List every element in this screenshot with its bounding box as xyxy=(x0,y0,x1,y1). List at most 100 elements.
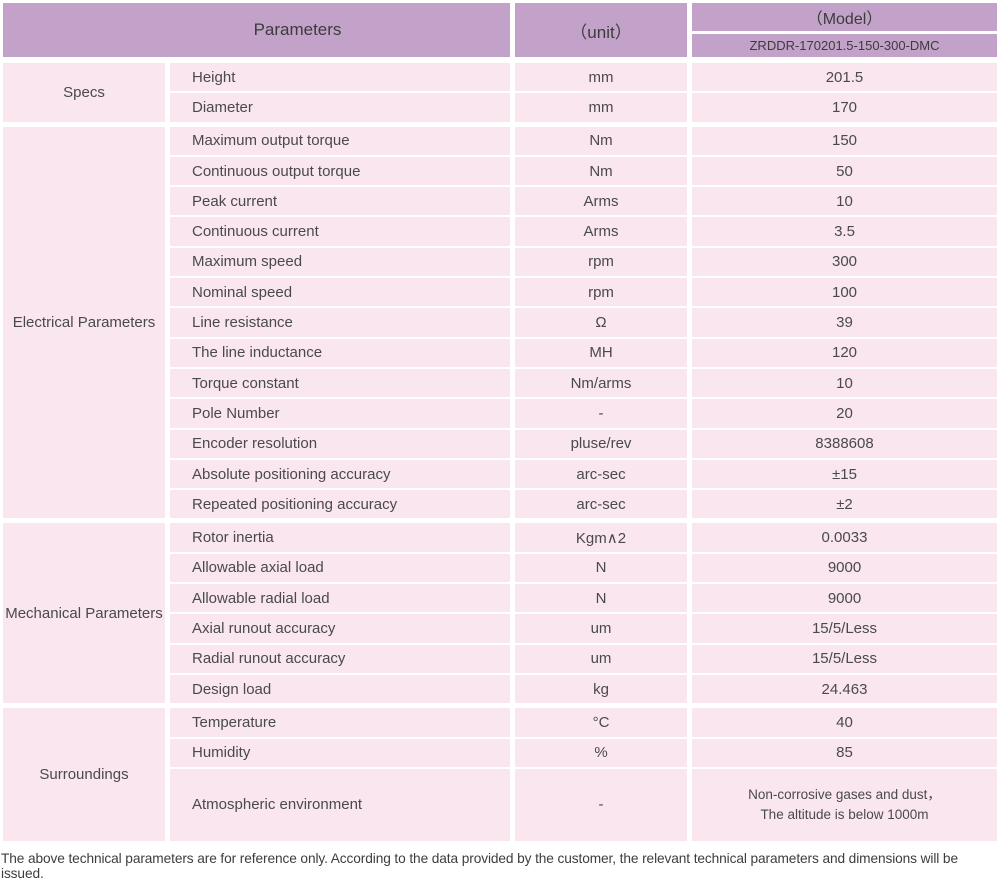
value-cell: 0.0033 xyxy=(692,523,997,552)
table-row: Line resistance Ω 39 xyxy=(170,308,997,337)
value-cell: 300 xyxy=(692,247,997,277)
unit-cell: N xyxy=(515,584,687,613)
value-cell: 10 xyxy=(692,368,997,398)
table-row: Rotor inertia Kgm∧2 0.0033 xyxy=(170,523,997,552)
unit-cell: Ω xyxy=(515,308,687,337)
parameter-cell: Absolute positioning accuracy xyxy=(170,459,510,489)
unit-cell: - xyxy=(515,399,687,428)
parameter-cell: Continuous current xyxy=(170,217,510,246)
table-row: Atmospheric environment - Non-corrosive ga… xyxy=(170,768,997,841)
table-row: Maximum speed rpm 300 xyxy=(170,247,997,277)
parameter-cell: Rotor inertia xyxy=(170,523,510,552)
unit-cell: °C xyxy=(515,708,687,737)
table-row: Continuous current Arms 3.5 xyxy=(170,217,997,246)
unit-cell: MH xyxy=(515,338,687,367)
parameter-cell: Allowable radial load xyxy=(170,584,510,613)
parameter-cell: Design load xyxy=(170,674,510,704)
parameter-cell: Pole Number xyxy=(170,399,510,428)
parameter-cell: Temperature xyxy=(170,708,510,737)
table-row: Design load kg 24.463 xyxy=(170,674,997,704)
value-cell: 120 xyxy=(692,338,997,367)
parameter-cell: Humidity xyxy=(170,738,510,767)
value-cell: 9000 xyxy=(692,553,997,583)
table-row: Absolute positioning accuracy arc-sec ±15 xyxy=(170,459,997,489)
value-cell: 170 xyxy=(692,93,997,122)
unit-cell: Nm xyxy=(515,126,687,155)
group-label: Electrical Parameters xyxy=(3,126,165,519)
value-cell: 39 xyxy=(692,308,997,337)
parameter-group: Surroundings Temperature °C 40 Humidity% 85 At… xyxy=(3,708,997,841)
unit-cell: - xyxy=(515,768,687,841)
unit-cell: rpm xyxy=(515,247,687,277)
value-cell: 9000 xyxy=(692,584,997,613)
table-row: Diameter mm 170 xyxy=(170,93,997,122)
parameter-cell: Encoder resolution xyxy=(170,429,510,458)
value-cell: 10 xyxy=(692,187,997,216)
value-cell: 40 xyxy=(692,708,997,737)
unit-cell: % xyxy=(515,738,687,767)
value-cell: 50 xyxy=(692,156,997,186)
parameter-group: Electrical Parameters Maximum output torq… xyxy=(3,126,997,519)
parameter-cell: Axial runout accuracy xyxy=(170,614,510,643)
unit-cell: Arms xyxy=(515,187,687,216)
value-cell: Non-corrosive gases and dust， The altitu… xyxy=(692,768,997,841)
table-row: Allowable radial load N 9000 xyxy=(170,584,997,613)
table-row: Encoder resolution pluse/rev 8388608 xyxy=(170,429,997,458)
value-cell: 201.5 xyxy=(692,63,997,92)
parameter-group: Specs Height mm 201.5 Diameter mm 170 xyxy=(3,63,997,122)
value-cell: 85 xyxy=(692,738,997,767)
table-row: Nominal speed rpm 100 xyxy=(170,278,997,307)
parameter-cell: Nominal speed xyxy=(170,278,510,307)
unit-cell: Nm xyxy=(515,156,687,186)
table-row: Maximum output torque Nm 150 xyxy=(170,126,997,155)
unit-cell: N xyxy=(515,553,687,583)
value-cell: 15/5/Less xyxy=(692,644,997,673)
table-row: Pole Number -20 xyxy=(170,399,997,428)
parameter-cell: The line inductance xyxy=(170,338,510,367)
parameter-cell: Continuous output torque xyxy=(170,156,510,186)
parameters-table: Parameters （unit） （Model） ZRDDR-170201.5… xyxy=(3,3,997,841)
table-row: Height mm 201.5 xyxy=(170,63,997,92)
value-cell: 3.5 xyxy=(692,217,997,246)
value-cell: ±2 xyxy=(692,490,997,519)
unit-cell: arc-sec xyxy=(515,459,687,489)
unit-cell: arc-sec xyxy=(515,490,687,519)
table-row: Temperature °C 40 xyxy=(170,708,997,737)
unit-cell: um xyxy=(515,644,687,673)
value-cell: 20 xyxy=(692,399,997,428)
value-cell: 24.463 xyxy=(692,674,997,704)
table-row: Continuous output torque Nm 50 xyxy=(170,156,997,186)
group-rows: Height mm 201.5 Diameter mm 170 xyxy=(170,63,997,122)
parameter-cell: Maximum speed xyxy=(170,247,510,277)
header-parameters: Parameters xyxy=(3,3,510,57)
parameter-cell: Peak current xyxy=(170,187,510,216)
parameter-cell: Height xyxy=(170,63,510,92)
group-label: Surroundings xyxy=(3,708,165,841)
value-cell: 100 xyxy=(692,278,997,307)
table-row: Torque constant Nm/arms 10 xyxy=(170,368,997,398)
table-row: The line inductance MH 120 xyxy=(170,338,997,367)
parameter-cell: Allowable axial load xyxy=(170,553,510,583)
unit-cell: um xyxy=(515,614,687,643)
header-model-label: （Model） xyxy=(692,3,997,31)
footer-note: The above technical parameters are for r… xyxy=(1,851,958,881)
table-row: Humidity% 85 xyxy=(170,738,997,767)
header-model: （Model） ZRDDR-170201.5-150-300-DMC xyxy=(692,3,997,57)
parameter-cell: Radial runout accuracy xyxy=(170,644,510,673)
unit-cell: mm xyxy=(515,93,687,122)
unit-cell: rpm xyxy=(515,278,687,307)
unit-cell: Arms xyxy=(515,217,687,246)
unit-cell: Kgm∧2 xyxy=(515,523,687,552)
parameter-group: Mechanical Parameters Rotor inertia Kgm∧2 0… xyxy=(3,523,997,704)
group-rows: Temperature °C 40 Humidity% 85 Atmospheric en… xyxy=(170,708,997,841)
table-row: Peak current Arms 10 xyxy=(170,187,997,216)
value-cell: 8388608 xyxy=(692,429,997,458)
unit-cell: mm xyxy=(515,63,687,92)
table-header-row: Parameters （unit） （Model） ZRDDR-170201.5… xyxy=(3,3,997,57)
group-rows: Maximum output torque Nm 150 Continuous out… xyxy=(170,126,997,519)
value-cell: 150 xyxy=(692,126,997,155)
table-row: Repeated positioning accuracy arc-sec ±2 xyxy=(170,490,997,519)
group-label: Specs xyxy=(3,63,165,122)
parameter-cell: Maximum output torque xyxy=(170,126,510,155)
